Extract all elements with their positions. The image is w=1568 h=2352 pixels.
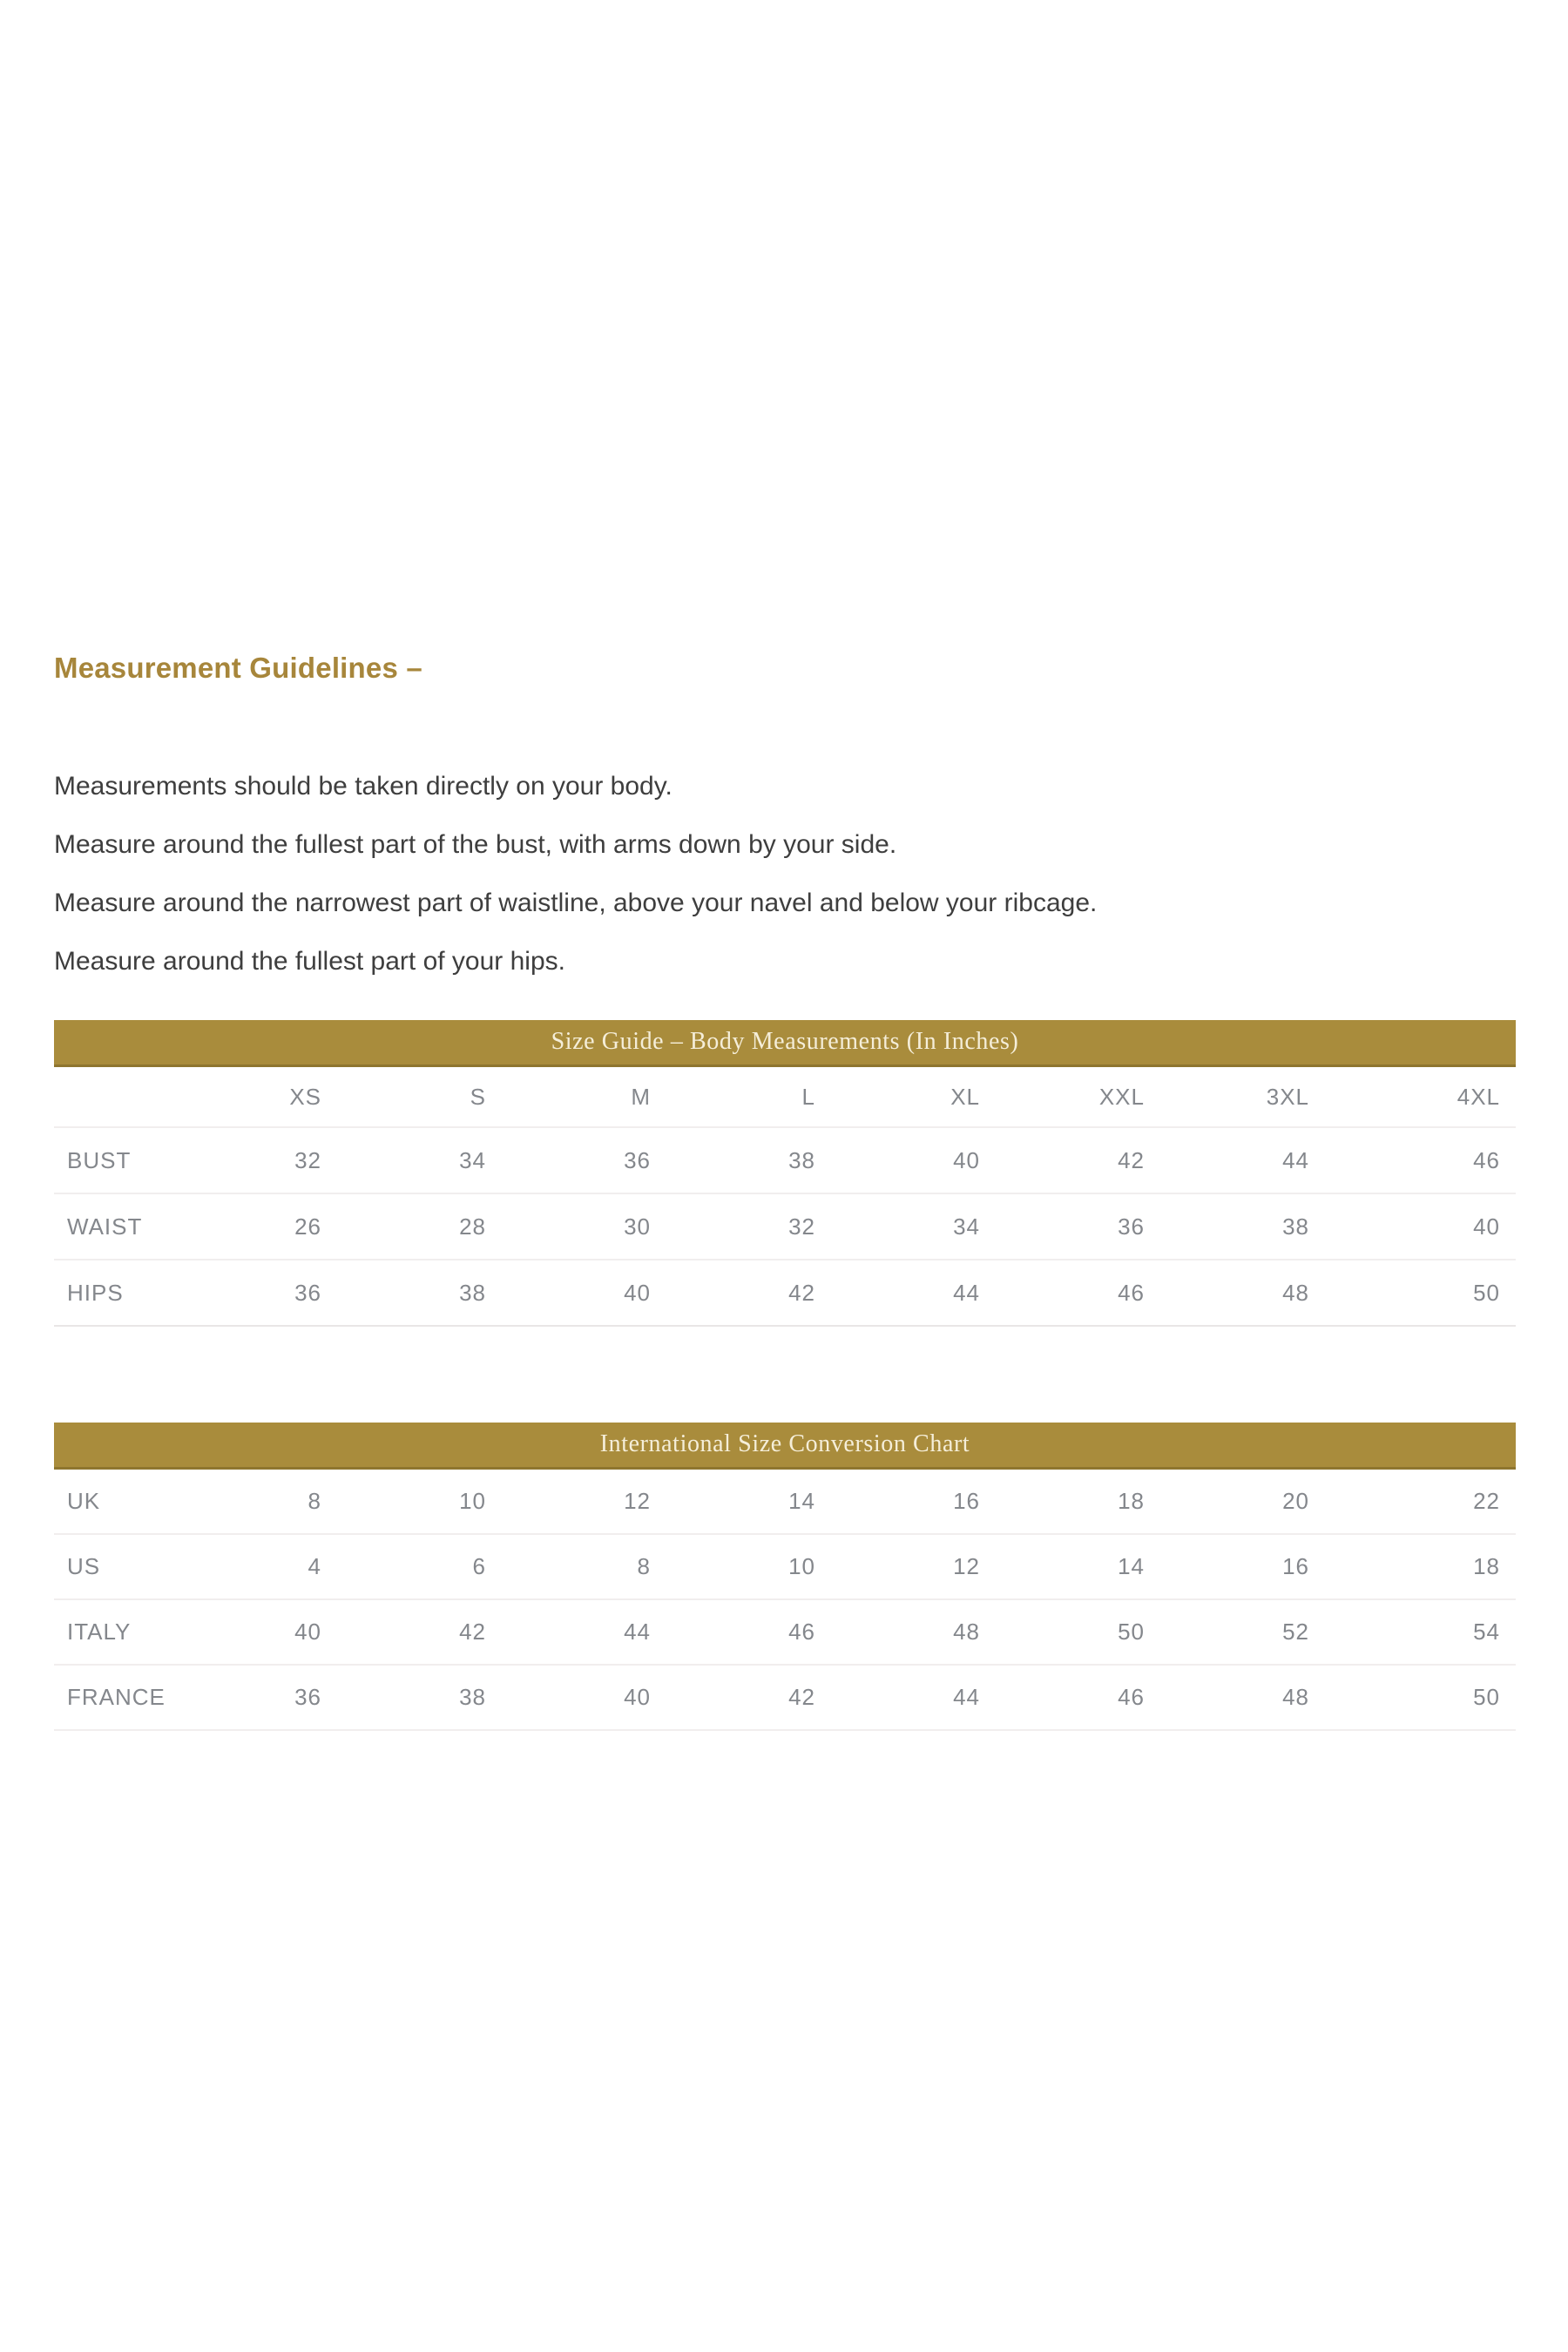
value-cell: 38 [693,1126,857,1193]
value-cell: 42 [693,1259,857,1327]
row-label: BUST [54,1126,199,1193]
value-cell: 42 [693,1665,857,1731]
value-cell: 14 [1022,1534,1186,1600]
value-cell: 40 [528,1259,693,1327]
row-label: WAIST [54,1193,199,1260]
guideline-line: Measurements should be taken directly on… [54,772,672,801]
value-cell: 12 [528,1470,693,1535]
value-cell: 54 [1351,1599,1516,1666]
table-row: FRANCE 36 38 40 42 44 46 48 50 [54,1665,1516,1731]
value-cell: 40 [857,1126,1022,1193]
value-cell: 32 [199,1126,363,1193]
value-cell: 38 [1186,1193,1351,1260]
value-cell: 44 [857,1259,1022,1327]
guideline-line: Measure around the narrowest part of wai… [54,889,1098,917]
size-guide-section: Size Guide – Body Measurements (In Inche… [54,1020,1516,1327]
value-cell: 40 [528,1665,693,1731]
value-cell: 46 [693,1599,857,1666]
value-cell: 18 [1351,1534,1516,1600]
row-label: US [54,1534,199,1600]
value-cell: 50 [1022,1599,1186,1666]
value-cell: 20 [1186,1470,1351,1535]
size-column-header: S [470,1083,486,1110]
row-label: ITALY [54,1599,199,1666]
value-cell: 18 [1022,1470,1186,1535]
value-cell: 44 [1186,1126,1351,1193]
value-cell: 10 [693,1534,857,1600]
table-row: HIPS 36 38 40 42 44 46 48 50 [54,1259,1516,1327]
table-row: BUST 32 34 36 38 40 42 44 46 [54,1126,1516,1193]
value-cell: 48 [1186,1259,1351,1327]
size-column-header: XS [289,1083,321,1110]
value-cell: 40 [1351,1193,1516,1260]
table-row: UK 8 10 12 14 16 18 20 22 [54,1470,1516,1535]
size-column-header: 4XL [1456,1083,1500,1110]
size-column-header: XXL [1098,1083,1145,1110]
value-cell: 42 [1022,1126,1186,1193]
value-cell: 34 [857,1193,1022,1260]
value-cell: 28 [363,1193,528,1260]
value-cell: 36 [199,1259,363,1327]
row-label: UK [54,1470,199,1535]
value-cell: 44 [857,1665,1022,1731]
value-cell: 8 [528,1534,693,1600]
value-cell: 36 [528,1126,693,1193]
guideline-line: Measure around the fullest part of your … [54,947,565,976]
size-header-row: XS S M L XL XXL 3XL 4XL [54,1067,1516,1127]
value-cell: 22 [1351,1470,1516,1535]
table-row: WAIST 26 28 30 32 34 36 38 40 [54,1193,1516,1260]
value-cell: 6 [363,1534,528,1600]
table-row: US 4 6 8 10 12 14 16 18 [54,1534,1516,1600]
value-cell: 46 [1022,1259,1186,1327]
size-column-header: M [631,1083,651,1110]
value-cell: 16 [1186,1534,1351,1600]
value-cell: 46 [1022,1665,1186,1731]
value-cell: 52 [1186,1599,1351,1666]
value-cell: 8 [199,1470,363,1535]
value-cell: 44 [528,1599,693,1666]
value-cell: 10 [363,1470,528,1535]
value-cell: 4 [199,1534,363,1600]
value-cell: 16 [857,1470,1022,1535]
row-label: FRANCE [54,1665,199,1731]
row-label-header [54,1067,199,1127]
page-title: Measurement Guidelines – [54,652,422,684]
value-cell: 46 [1351,1126,1516,1193]
conversion-chart-table: UK 8 10 12 14 16 18 20 22 US 4 6 8 10 12 14 16 18 ITALY 40 4… [54,1470,1516,1731]
value-cell: 32 [693,1193,857,1260]
value-cell: 14 [693,1470,857,1535]
measurement-guidelines-text: Measurements should be taken directly on… [54,757,1097,990]
value-cell: 34 [363,1126,528,1193]
size-column-header: 3XL [1266,1083,1309,1110]
value-cell: 36 [199,1665,363,1731]
value-cell: 38 [363,1259,528,1327]
conversion-chart-section: International Size Conversion Chart UK 8 1… [54,1423,1516,1731]
value-cell: 12 [857,1534,1022,1600]
size-column-header: L [801,1083,815,1110]
value-cell: 40 [199,1599,363,1666]
guideline-line: Measure around the fullest part of the b… [54,830,897,859]
value-cell: 48 [857,1599,1022,1666]
value-cell: 36 [1022,1193,1186,1260]
size-guide-table: XS S M L XL XXL 3XL 4XL BUST 32 34 36 38 40 42 44 46 WAIS… [54,1067,1516,1327]
conversion-chart-title-bar: International Size Conversion Chart [54,1423,1516,1470]
value-cell: 42 [363,1599,528,1666]
value-cell: 50 [1351,1665,1516,1731]
size-guide-title-bar: Size Guide – Body Measurements (In Inche… [54,1020,1516,1067]
row-label: HIPS [54,1259,199,1327]
value-cell: 30 [528,1193,693,1260]
value-cell: 50 [1351,1259,1516,1327]
value-cell: 48 [1186,1665,1351,1731]
value-cell: 26 [199,1193,363,1260]
table-row: ITALY 40 42 44 46 48 50 52 54 [54,1599,1516,1666]
value-cell: 38 [363,1665,528,1731]
size-column-header: XL [950,1083,980,1110]
